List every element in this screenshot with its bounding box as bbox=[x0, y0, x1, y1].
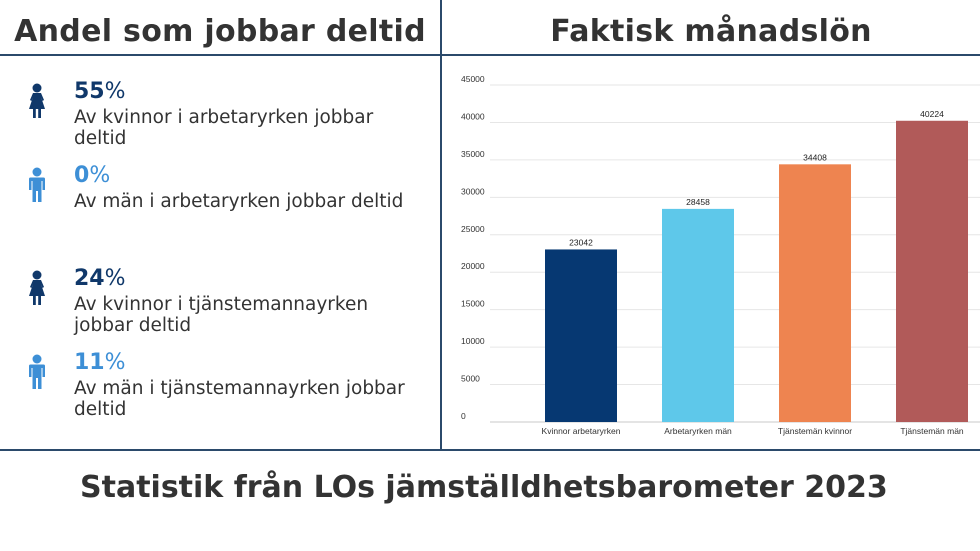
x-tick-label: Arbetaryrken män bbox=[664, 426, 732, 436]
man-icon bbox=[29, 354, 45, 389]
bar bbox=[545, 249, 617, 422]
header-divider bbox=[0, 54, 980, 56]
man-icon bbox=[29, 167, 45, 202]
stat-description: Av kvinnor i tjänstemannayrken jobbar de… bbox=[74, 294, 369, 336]
stat-description: Av kvinnor i arbetaryrken jobbar deltid bbox=[74, 107, 374, 149]
panel-divider bbox=[440, 0, 442, 450]
y-tick-label: 0 bbox=[461, 411, 466, 421]
bar bbox=[662, 208, 734, 422]
bar bbox=[779, 164, 851, 422]
y-tick-label: 15000 bbox=[461, 299, 485, 309]
x-tick-label: Kvinnor arbetaryrken bbox=[542, 426, 621, 436]
y-tick-label: 35000 bbox=[461, 149, 485, 159]
y-tick-label: 45000 bbox=[461, 74, 485, 84]
stat-percentage: 24% bbox=[74, 266, 126, 291]
y-tick-label: 30000 bbox=[461, 186, 485, 196]
y-tick-label: 40000 bbox=[461, 111, 485, 121]
woman-icon bbox=[29, 83, 45, 118]
stat-description: Av män i arbetaryrken jobbar deltid bbox=[74, 191, 404, 212]
woman-icon bbox=[29, 270, 45, 305]
x-tick-label: Tjänstemän män bbox=[900, 426, 964, 436]
data-label: 28458 bbox=[686, 197, 710, 207]
y-tick-label: 25000 bbox=[461, 224, 485, 234]
salary-bar-chart: 0 5000 10000 15000 20000 25000 30000 35000 40000… bbox=[461, 74, 980, 436]
stat-percentage: 55% bbox=[74, 79, 126, 104]
stat-percentage: 11% bbox=[74, 350, 126, 375]
x-tick-label: Tjänstemän kvinnor bbox=[778, 426, 852, 436]
y-tick-label: 20000 bbox=[461, 261, 485, 271]
data-label: 40224 bbox=[920, 109, 944, 119]
stat-description: Av män i tjänstemannayrken jobbar deltid bbox=[74, 378, 405, 420]
left-panel-title: Andel som jobbar deltid bbox=[14, 14, 426, 49]
footer-caption: Statistik från LOs jämställdhetsbaromete… bbox=[80, 470, 888, 505]
footer-divider bbox=[0, 449, 980, 451]
y-tick-label: 5000 bbox=[461, 374, 480, 384]
stat-percentage: 0% bbox=[74, 163, 111, 188]
y-tick-label: 10000 bbox=[461, 336, 485, 346]
data-label: 23042 bbox=[569, 237, 593, 247]
data-label: 34408 bbox=[803, 152, 827, 162]
right-panel-title: Faktisk månadslön bbox=[550, 14, 872, 49]
bar bbox=[896, 120, 968, 422]
